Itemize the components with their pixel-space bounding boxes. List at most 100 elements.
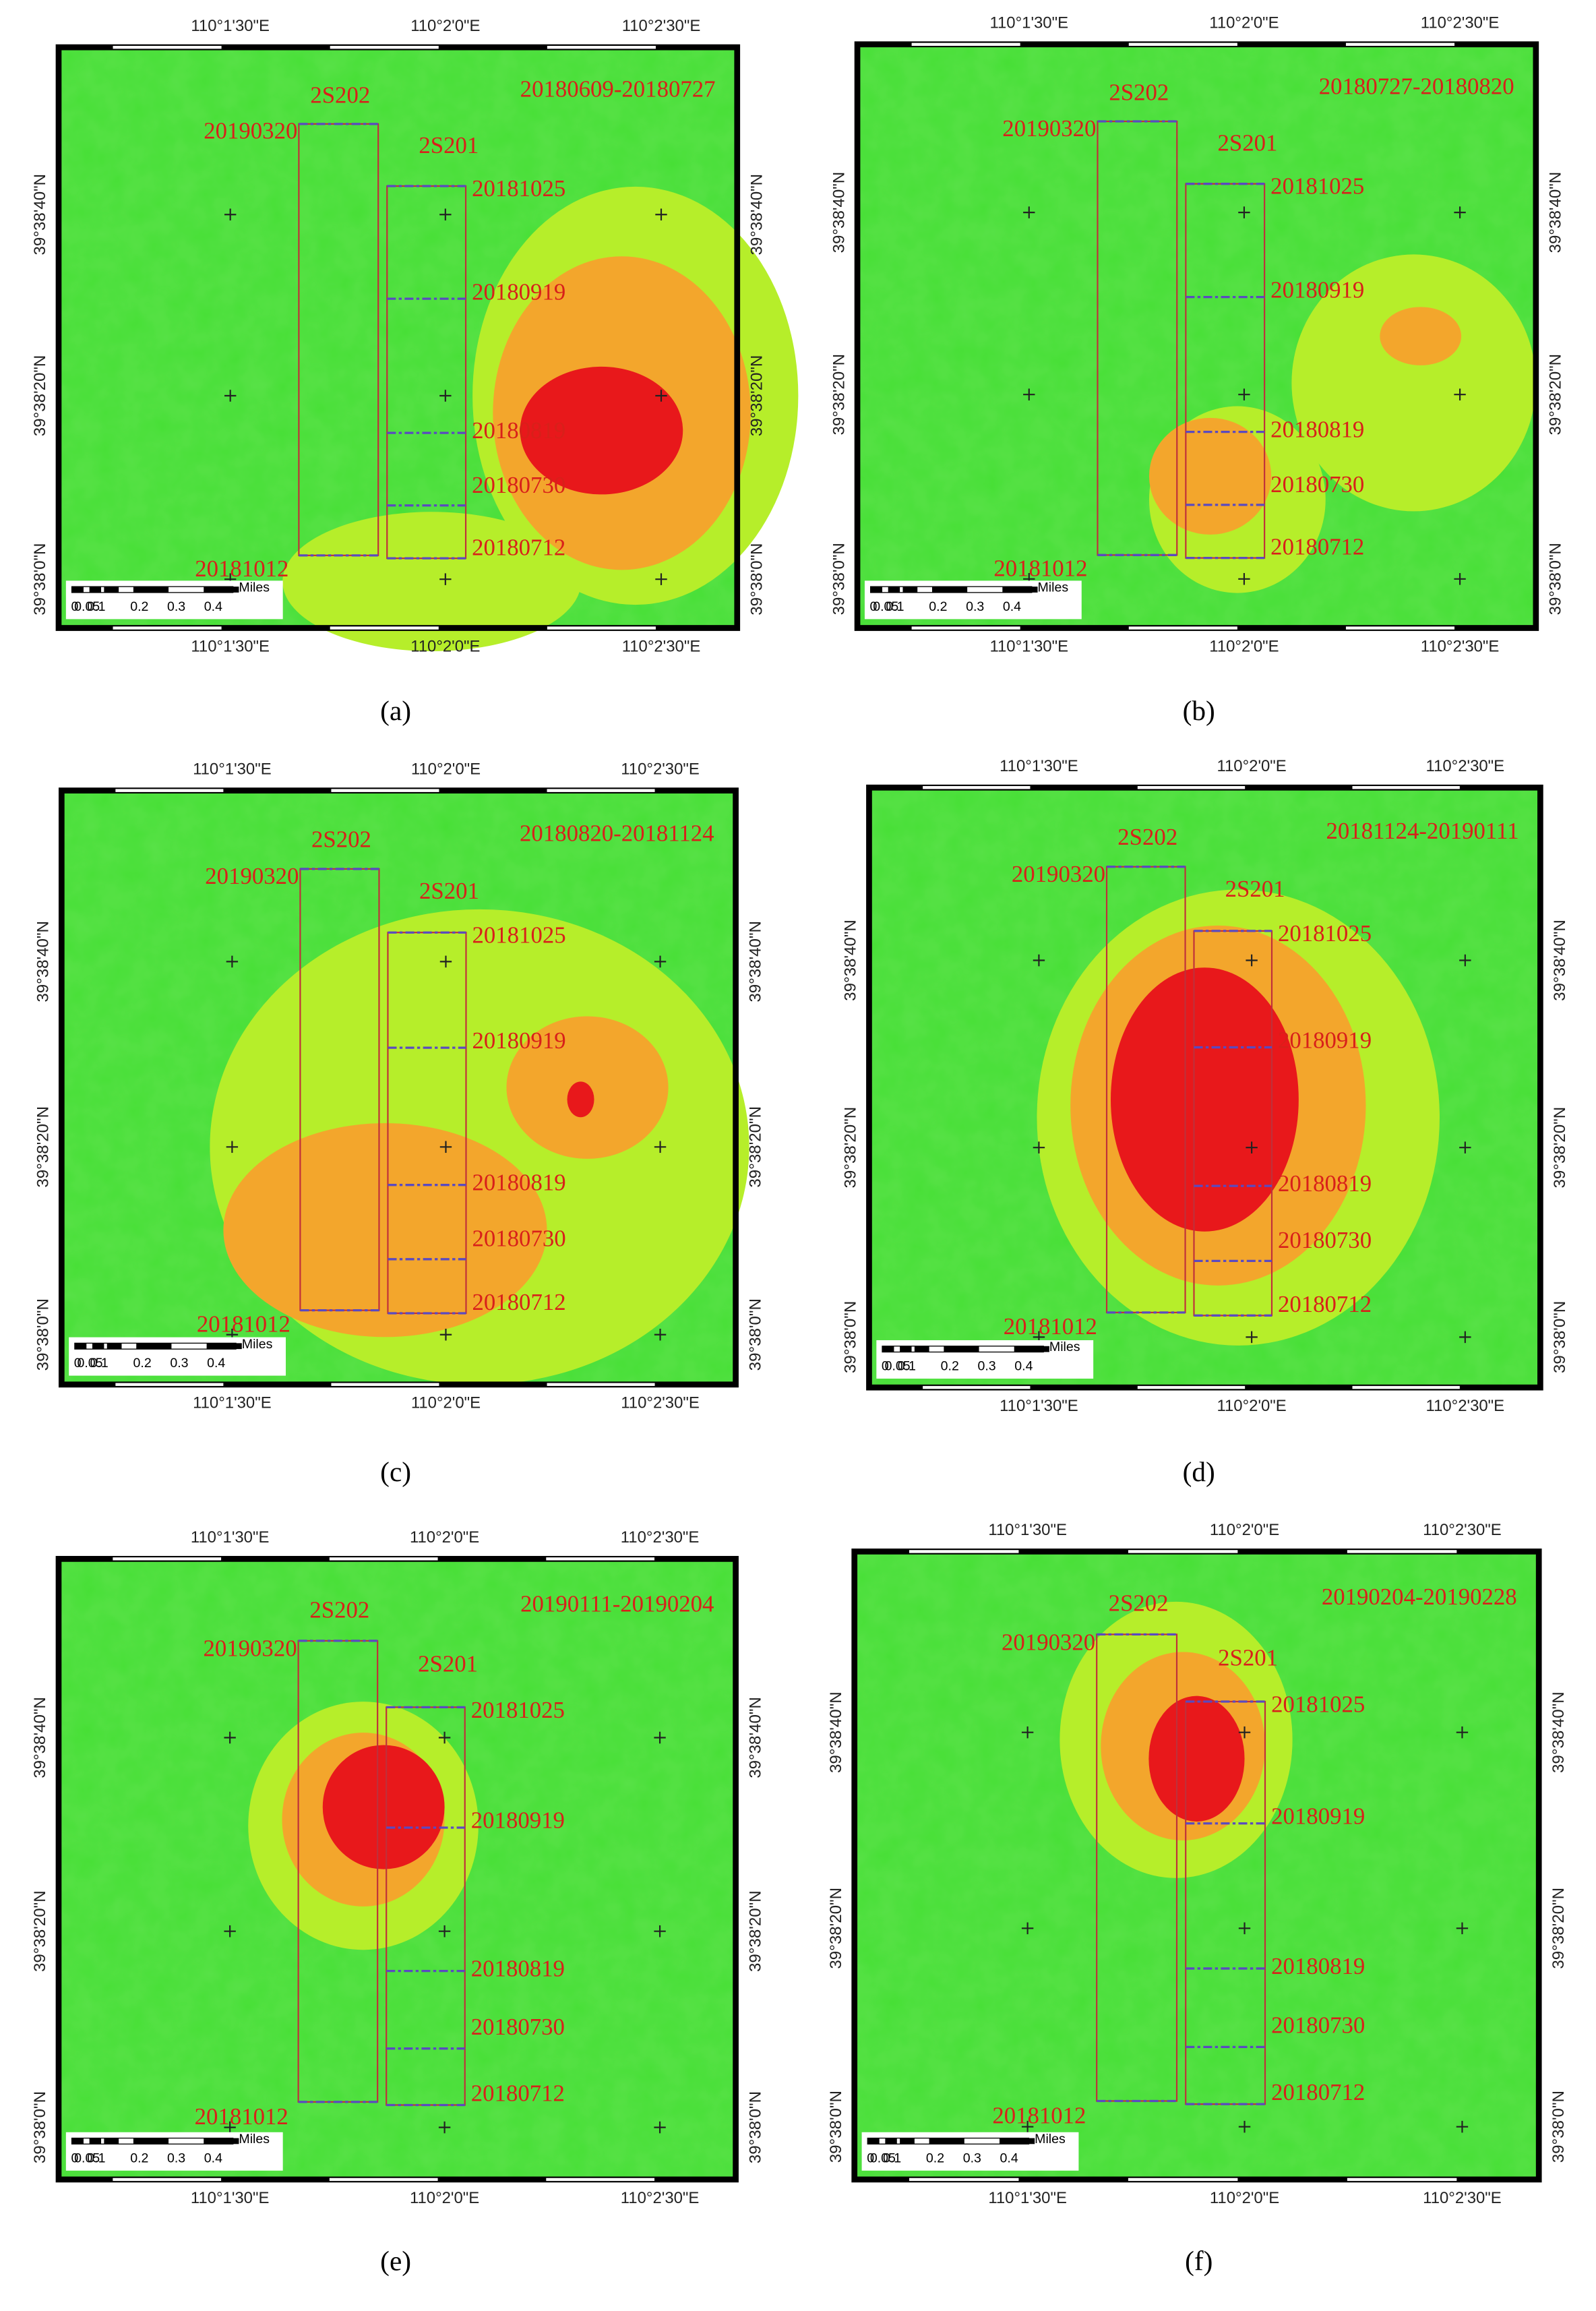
panel-caption: (e) — [380, 2245, 411, 2277]
longitude-label: 110°2'0"E — [410, 637, 480, 655]
scale-segment — [104, 2138, 119, 2144]
date-label: 20180919 — [1270, 277, 1364, 303]
longitude-label: 110°2'30"E — [621, 760, 700, 778]
scale-outline — [71, 2137, 234, 2144]
scale-tick: 0.4 — [204, 2151, 222, 2165]
date-label: 20181012 — [195, 556, 288, 582]
latitude-label: 39°38'20"N — [827, 1888, 845, 1969]
longitude-label: 110°2'0"E — [411, 760, 481, 778]
scale-segment — [133, 2138, 169, 2144]
latitude-label: 39°38'20"N — [746, 1890, 764, 1972]
date-label: 20180730 — [1270, 471, 1364, 498]
longitude-label: 110°2'0"E — [1217, 757, 1286, 775]
scale-tick: 0 — [870, 599, 878, 614]
work-face-label: 2S201 — [419, 132, 479, 158]
latitude-label: 39°38'20"N — [31, 1890, 49, 1972]
scale-segment — [867, 2138, 880, 2144]
scale-segment — [106, 1343, 122, 1350]
scale-segment — [1014, 1346, 1049, 1352]
scale-box — [876, 1340, 1094, 1379]
date-label: 20180819 — [472, 417, 565, 444]
scale-tick: 0.3 — [963, 2151, 981, 2165]
period-label: 20180609-20180727 — [520, 76, 716, 102]
longitude-label: 110°1'30"E — [988, 1521, 1067, 1539]
work-face-label: 2S202 — [310, 82, 370, 108]
deformation-zone — [520, 366, 683, 495]
deformation-zone — [282, 512, 582, 651]
scale-tick: 0.2 — [133, 1356, 152, 1371]
longitude-label: 110°2'30"E — [621, 1394, 700, 1412]
longitude-label: 110°2'30"E — [1421, 13, 1500, 32]
scale-tick: 0.1 — [898, 1359, 916, 1374]
scale-segment — [870, 587, 883, 593]
scale-box — [65, 580, 283, 620]
scale-tick: 0 — [71, 599, 78, 614]
longitude-label: 110°1'30"E — [191, 17, 270, 35]
latitude-label: 39°38'40"N — [827, 1691, 845, 1773]
longitude-label: 110°2'30"E — [621, 2189, 700, 2207]
date-label: 20180712 — [1271, 2079, 1365, 2105]
deformation-zone — [1380, 307, 1462, 365]
scale-segment — [882, 1346, 894, 1352]
date-label: 20180919 — [471, 1807, 565, 1834]
work-face-label: 2S201 — [1218, 1644, 1278, 1671]
latitude-label: 39°38'40"N — [31, 1697, 49, 1778]
longitude-label: 110°2'0"E — [1209, 637, 1279, 655]
date-label: 20181012 — [197, 1311, 290, 1337]
longitude-label: 110°2'30"E — [622, 17, 701, 35]
date-label: 20180819 — [471, 1956, 565, 1982]
longitude-label: 110°1'30"E — [990, 13, 1069, 32]
scale-segment — [902, 587, 918, 593]
longitude-label: 110°2'30"E — [1423, 1521, 1502, 1539]
latitude-label: 39°38'40"N — [842, 920, 860, 1001]
longitude-label: 110°1'30"E — [191, 2189, 270, 2207]
scale-segment — [914, 1346, 929, 1352]
latitude-label: 39°38'0"N — [1551, 1301, 1569, 1373]
scale-tick: 0.3 — [977, 1359, 995, 1374]
work-face-label: 2S201 — [1225, 876, 1285, 902]
scale-box — [864, 580, 1082, 620]
latitude-label: 39°38'0"N — [746, 2091, 764, 2163]
date-label: 20180730 — [1271, 2012, 1365, 2038]
date-label: 20180819 — [1270, 417, 1364, 443]
latitude-label: 39°38'40"N — [1549, 1691, 1568, 1773]
scale-segment — [999, 2138, 1035, 2144]
scale-segment — [92, 1343, 104, 1350]
deformation-zone — [567, 1081, 594, 1118]
period-label: 20180820-20181124 — [520, 820, 714, 847]
latitude-label: 39°38'40"N — [830, 172, 848, 253]
scale-segment — [71, 2138, 84, 2144]
scale-segment — [89, 587, 102, 593]
date-label: 20181025 — [471, 1697, 565, 1723]
panel-caption: (a) — [380, 695, 411, 727]
scale-outline — [74, 1342, 237, 1350]
latitude-label: 39°38'40"N — [34, 921, 53, 1002]
map-panel: 110°1'30"E 110°1'30"E 110°2'0"E 110°2'0"E 11… — [31, 17, 799, 727]
date-label: 20180730 — [472, 472, 565, 498]
latitude-label: 39°38'40"N — [1547, 172, 1565, 253]
latitude-label: 39°38'20"N — [31, 355, 49, 437]
date-label: 20181025 — [472, 922, 565, 948]
date-label: 20180919 — [472, 278, 565, 305]
scale-unit: Miles — [242, 1337, 273, 1352]
latitude-label: 39°38'0"N — [1549, 2091, 1568, 2163]
date-label: 20181012 — [992, 2103, 1086, 2129]
panel-caption: (c) — [380, 1456, 411, 1488]
date-label: 20180819 — [1278, 1170, 1372, 1197]
longitude-label: 110°1'30"E — [193, 1394, 272, 1412]
scale-tick: 0.05 — [74, 2151, 100, 2165]
latitude-label: 39°38'40"N — [31, 174, 49, 256]
date-label: 20180730 — [1278, 1227, 1372, 1253]
longitude-label: 110°2'30"E — [1423, 2189, 1502, 2207]
scale-tick: 0.1 — [90, 1356, 109, 1371]
period-label: 20180727-20180820 — [1319, 73, 1514, 99]
scale-segment — [944, 1346, 979, 1352]
latitude-label: 39°38'20"N — [842, 1107, 860, 1189]
period-label: 20190111-20190204 — [520, 1590, 714, 1617]
scale-segment — [900, 2138, 915, 2144]
longitude-label: 110°2'0"E — [411, 1394, 481, 1412]
map-panel: 110°1'30"E 110°1'30"E 110°2'0"E 110°2'0"E 11… — [31, 1528, 764, 2277]
scale-segment — [133, 587, 169, 593]
date-label: 20180712 — [471, 2080, 565, 2107]
